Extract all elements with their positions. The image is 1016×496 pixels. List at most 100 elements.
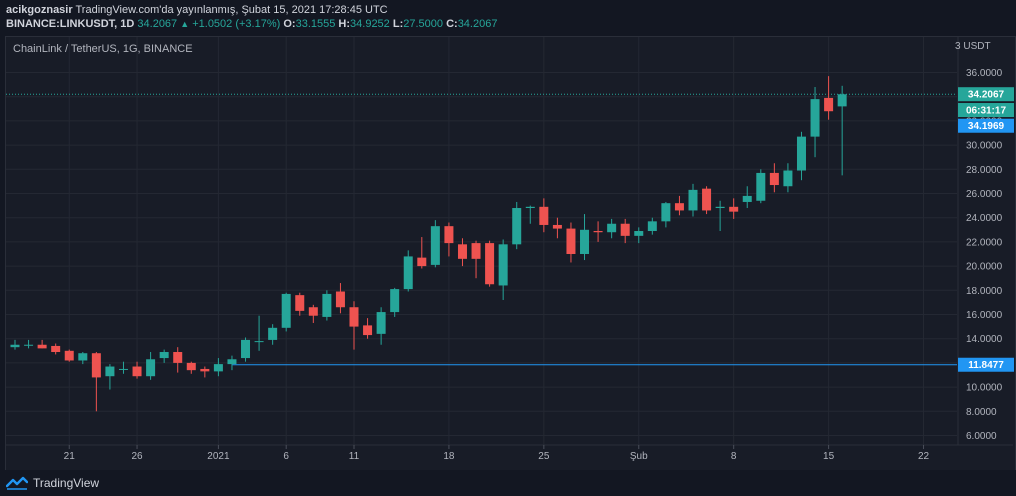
price-badge-bg	[958, 118, 1014, 133]
candle	[78, 352, 88, 365]
y-tick-label: 6.0000	[966, 431, 997, 442]
candle	[118, 361, 128, 374]
candle	[485, 240, 495, 287]
y-tick-label: 24.0000	[966, 213, 1003, 224]
y-tick-label: 26.0000	[966, 189, 1003, 200]
currency-label[interactable]: 3 USDT	[955, 41, 991, 52]
last-price: 34.2067	[137, 18, 178, 30]
candle	[254, 315, 264, 351]
candle	[620, 218, 630, 244]
x-tick-label: 2021	[207, 451, 230, 462]
price-badge: 06:31:17	[958, 103, 1014, 118]
candle-body	[308, 307, 318, 316]
y-tick-label: 30.0000	[966, 141, 1003, 152]
y-tick-label: 18.0000	[966, 286, 1003, 297]
candle	[837, 85, 847, 176]
candle-body	[322, 293, 332, 317]
candle	[552, 217, 562, 239]
x-tick-label: 25	[538, 451, 550, 462]
price-badge-label: 34.2067	[968, 90, 1005, 101]
x-tick-label: Şub	[630, 451, 648, 462]
candle-body	[661, 203, 671, 222]
candle-body	[837, 94, 847, 107]
candle-body	[729, 206, 739, 212]
candle	[634, 227, 644, 244]
candle	[580, 214, 590, 261]
candle-body	[281, 293, 291, 328]
candle-body	[498, 244, 508, 286]
candle-body	[254, 341, 264, 343]
candle-body	[295, 295, 305, 311]
time-axis: 21 26 2021 6 11 18 25 Şub 8 15 22	[6, 444, 1013, 462]
candle	[10, 339, 20, 350]
candle-body	[674, 203, 684, 211]
candle-body	[756, 172, 766, 201]
candle-body	[213, 364, 223, 372]
candle-body	[783, 170, 793, 187]
candle	[471, 240, 481, 279]
candle	[715, 200, 725, 232]
candle-body	[159, 352, 169, 359]
candle	[607, 218, 617, 239]
candle-body	[810, 99, 820, 137]
y-tick-label: 36.0000	[966, 68, 1003, 79]
candle-body	[91, 353, 101, 378]
candle-body	[607, 223, 617, 233]
candle-body	[146, 359, 156, 377]
price-badge: 34.2067	[958, 87, 1014, 102]
ohlc-legend: BINANCE:LINKUSDT, 1D 34.2067 ▲ +1.0502 (…	[6, 18, 497, 30]
high-label: H:	[338, 18, 351, 30]
candle-body	[10, 344, 20, 348]
grid-lines	[6, 37, 957, 445]
candle-body	[715, 206, 725, 209]
author-name[interactable]: acikgoznasir	[6, 4, 73, 16]
candle-body	[457, 244, 467, 259]
close-value: 34.2067	[457, 18, 498, 30]
candle-body	[769, 172, 779, 186]
candle-body	[430, 226, 440, 265]
y-tick-label: 14.0000	[966, 334, 1003, 345]
candle	[783, 163, 793, 193]
chart-header: acikgoznasir TradingView.com'da yayınlan…	[0, 0, 1016, 36]
publish-text: TradingView.com'da yayınlanmış, Şubat 15…	[75, 4, 388, 16]
candle	[173, 347, 183, 373]
candle	[525, 205, 535, 224]
candle	[241, 337, 251, 362]
candle-body	[376, 312, 386, 334]
candle-body	[118, 368, 128, 370]
tradingview-brand[interactable]: TradingView	[6, 474, 99, 492]
candle-body	[634, 231, 644, 236]
x-tick-label: 15	[823, 451, 835, 462]
candle	[674, 195, 684, 216]
candle	[281, 292, 291, 332]
candle-body	[539, 206, 549, 225]
candle-body	[51, 345, 61, 353]
candle	[51, 343, 61, 355]
candle	[702, 186, 712, 215]
price-badges: 34.2067 06:31:17 34.1969 11.8477	[958, 87, 1014, 372]
candle	[308, 304, 318, 323]
candle	[498, 239, 508, 300]
candle-body	[24, 344, 34, 346]
y-tick-label: 16.0000	[966, 310, 1003, 321]
candle	[756, 169, 766, 204]
candle	[742, 186, 752, 209]
candle	[105, 364, 115, 390]
candle-body	[702, 188, 712, 211]
candle	[512, 201, 522, 250]
x-tick-label: 18	[443, 451, 455, 462]
candle-body	[64, 350, 74, 361]
candle-body	[186, 362, 196, 371]
candle-body	[241, 339, 251, 359]
candle	[349, 301, 359, 350]
candles	[10, 76, 847, 412]
y-tick-label: 20.0000	[966, 262, 1003, 273]
candle-body	[335, 291, 345, 308]
candle	[444, 222, 454, 257]
footer	[0, 470, 1016, 496]
candle-body	[349, 307, 359, 327]
price-badge: 34.1969	[958, 118, 1014, 133]
open-label: O:	[283, 18, 296, 30]
candle	[810, 87, 820, 158]
